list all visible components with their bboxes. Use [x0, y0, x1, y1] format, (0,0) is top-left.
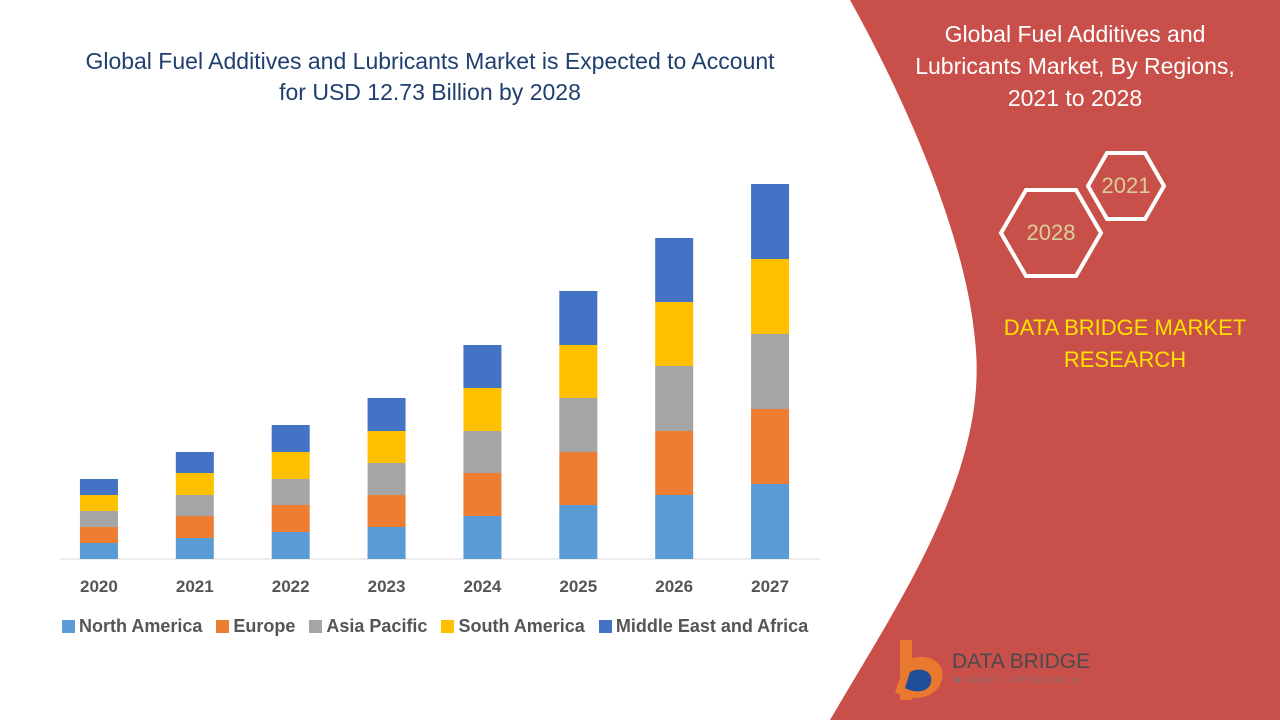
legend-item: Asia Pacific [309, 616, 427, 637]
bar-segment [367, 527, 406, 559]
bar-segment [559, 505, 598, 559]
bar-segment [751, 184, 790, 259]
bar-segment [655, 238, 694, 302]
bar-segment [559, 345, 598, 398]
bar-segment [751, 259, 790, 334]
legend-swatch [216, 620, 230, 633]
bar-segment [175, 452, 214, 473]
legend-label: Middle East and Africa [615, 616, 809, 636]
legend-item: Europe [216, 616, 295, 637]
bar-segment [559, 452, 598, 505]
bar-segment [751, 409, 790, 484]
logo-name: DATA BRIDGE [952, 650, 1091, 673]
bar-segment [655, 431, 694, 495]
bar-segment [79, 479, 118, 495]
bar-segment [463, 388, 502, 431]
chart-title: Global Fuel Additives and Lubricants Mar… [85, 48, 775, 105]
legend-swatch [598, 620, 612, 633]
legend-label: North America [79, 616, 203, 636]
x-tick-label: 2024 [464, 577, 502, 596]
legend-item: Middle East and Africa [598, 616, 809, 637]
bar-segment [271, 505, 310, 532]
legend-item: North America [62, 616, 202, 637]
hexagon-label: 2028 [1027, 220, 1076, 245]
bar-segment [655, 495, 694, 559]
legend-label: Europe [233, 616, 296, 636]
bar-segment [367, 463, 406, 495]
legend-swatch [441, 620, 455, 633]
bar-segment [79, 543, 118, 559]
side-panel [830, 0, 1280, 720]
hexagon-label: 2021 [1102, 173, 1151, 198]
bar-segment [463, 345, 502, 388]
bar-segment [175, 495, 214, 516]
bar-segment [751, 334, 790, 409]
legend-label: Asia Pacific [326, 616, 428, 636]
legend-item: South America [441, 616, 585, 637]
x-tick-label: 2021 [176, 577, 214, 596]
bar-segment [559, 291, 598, 345]
bar-segment [367, 431, 406, 463]
x-tick-label: 2027 [751, 577, 789, 596]
bar-segment [79, 527, 118, 543]
panel-title: Global Fuel Additives and Lubricants Mar… [915, 21, 1235, 111]
hexagon [1085, 151, 1167, 221]
legend-swatch [309, 620, 323, 633]
x-tick-label: 2020 [80, 577, 118, 596]
bar-segment [463, 516, 502, 559]
x-tick-label: 2025 [559, 577, 597, 596]
bar-segment [175, 516, 214, 538]
hexagon [998, 188, 1104, 278]
bar-segment [271, 479, 310, 505]
bar-segment [271, 425, 310, 452]
bar-segment [463, 431, 502, 473]
bar-segment [655, 366, 694, 431]
bar-segment [79, 495, 118, 511]
bar-segment [367, 495, 406, 527]
x-tick-label: 2026 [655, 577, 693, 596]
bar-segment [271, 532, 310, 559]
x-tick-label: 2022 [272, 577, 310, 596]
logo-tagline: MARKET RESEARCH [954, 676, 1082, 685]
bar-segment [175, 473, 214, 495]
bar-segment [271, 452, 310, 479]
bar-segment [79, 511, 118, 527]
legend: North America Europe Asia Pacific South Ame… [62, 616, 808, 637]
logo-mark [905, 669, 932, 692]
bar-segment [463, 473, 502, 516]
x-tick-label: 2023 [368, 577, 406, 596]
legend-label: South America [458, 616, 585, 636]
bar-segment [367, 398, 406, 431]
bar-segment [751, 484, 790, 559]
legend-swatch [62, 620, 75, 633]
bar-segment [175, 538, 214, 559]
bar-segment [655, 302, 694, 366]
brand: DATA BRIDGE MARKET RESEARCH [1003, 315, 1247, 372]
bar-segment [559, 398, 598, 452]
